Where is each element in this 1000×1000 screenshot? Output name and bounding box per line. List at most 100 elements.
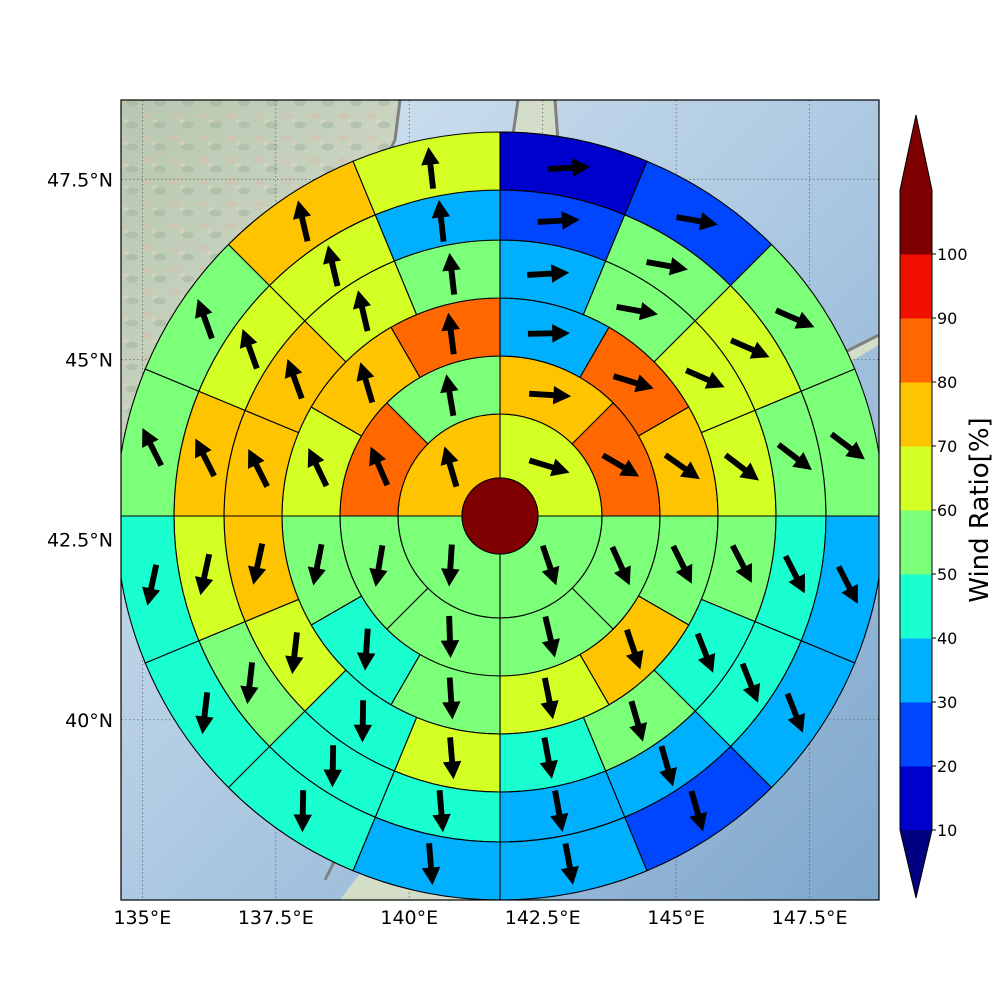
wind-arrow	[440, 374, 459, 417]
lon-tick-label: 137.5°E	[238, 907, 314, 929]
wind-arrow	[142, 428, 164, 467]
lon-tick-label: 140°E	[380, 907, 438, 929]
wind-arrow	[685, 367, 725, 389]
wind-arrow	[442, 737, 462, 780]
wind-arrow	[353, 700, 372, 743]
colorbar-tick-label: 30	[937, 693, 957, 712]
wind-arrow	[829, 431, 865, 460]
wind-arrow	[739, 662, 761, 703]
colorbar-tick-label: 70	[937, 437, 957, 456]
wind-arrow	[663, 452, 700, 480]
wind-arrow	[694, 632, 716, 673]
wind-arrow	[369, 544, 388, 587]
wind-arrow	[836, 565, 858, 604]
wind-arrow	[628, 700, 647, 742]
wind-arrow	[431, 199, 451, 242]
colorbar-band	[900, 446, 932, 511]
colorbar-tick-label: 60	[937, 501, 957, 520]
colorbar-label: Wind Ratio[%]	[965, 417, 995, 602]
wind-arrow	[195, 299, 215, 340]
colorbar-band	[900, 702, 932, 767]
colorbar-tick-label: 100	[937, 245, 968, 264]
wind-arrow	[601, 452, 640, 477]
wind-ratio-sector	[352, 131, 501, 216]
wind-arrow	[421, 147, 440, 189]
wind-direction-arrows	[142, 147, 865, 886]
wind-arrow	[441, 544, 460, 587]
wind-arrow	[646, 257, 688, 276]
wind-arrow	[527, 324, 570, 343]
wind-arrow	[442, 677, 461, 720]
wind-arrow	[537, 211, 580, 230]
colorbar-tick-label: 50	[937, 565, 957, 584]
wind-arrow	[195, 553, 214, 596]
latitude-tick-labels: 40°N 42.5°N 45°N 47.5°N	[47, 169, 113, 732]
lon-tick-label: 147.5°E	[772, 907, 848, 929]
wind-arrow	[307, 543, 326, 586]
wind-arrow	[616, 302, 658, 321]
colorbar-tick-label: 90	[937, 309, 957, 328]
wind-arrow	[676, 212, 718, 231]
map-axes: 135°E 137.5°E 140°E 142.5°E 145°E 147.5°E 40°…	[47, 99, 880, 929]
lat-tick-label: 42.5°N	[47, 530, 113, 552]
wind-arrow	[195, 438, 217, 478]
wind-ratio-rings	[121, 131, 879, 900]
lon-tick-label: 145°E	[647, 907, 705, 929]
wind-arrow	[540, 544, 560, 586]
wind-arrow	[550, 790, 569, 832]
wind-arrow	[432, 790, 451, 833]
wind-arrow	[369, 446, 390, 487]
colorbar-band	[900, 254, 932, 319]
wind-arrow	[783, 554, 805, 594]
colorbar-band	[900, 510, 932, 575]
wind-arrow	[658, 745, 677, 787]
wind-arrow	[142, 564, 161, 606]
lon-tick-label: 142.5°E	[505, 907, 581, 929]
colorbar-band	[900, 574, 932, 639]
wind-arrow	[195, 692, 214, 735]
wind-arrow	[239, 329, 260, 370]
longitude-tick-labels: 135°E 137.5°E 140°E 142.5°E 145°E 147.5°E	[113, 907, 847, 929]
wind-arrow	[421, 843, 441, 886]
wind-arrow	[440, 446, 460, 488]
wind-arrow	[528, 457, 570, 477]
wind-arrow	[624, 628, 644, 670]
wind-arrow	[774, 307, 815, 329]
wind-arrow	[248, 449, 270, 488]
colorbar: 10 20 30 40 50 60 70 80 90 100 Wind Ratio[%]	[899, 114, 995, 899]
wind-arrow	[529, 386, 572, 405]
colorbar-tick-labels: 10 20 30 40 50 60 70 80 90 100	[932, 245, 968, 840]
lat-tick-label: 45°N	[65, 349, 113, 371]
lon-tick-label: 135°E	[113, 907, 171, 929]
colorbar-band	[900, 318, 932, 383]
colorbar-band	[900, 766, 932, 831]
wind-arrow	[539, 737, 558, 779]
wind-arrow	[540, 677, 559, 720]
wind-arrow	[612, 373, 654, 393]
wind-arrow	[730, 544, 752, 583]
wind-arrow	[723, 452, 759, 481]
wind-arrow	[240, 662, 259, 705]
wind-arrow	[248, 543, 267, 585]
wind-arrow	[323, 245, 341, 287]
wind-arrow	[356, 628, 376, 671]
wind-arrow	[670, 544, 693, 584]
wind-arrow	[776, 442, 812, 470]
wind-arrow	[323, 745, 342, 788]
colorbar-band	[900, 382, 932, 447]
colorbar-band	[900, 638, 932, 703]
wind-arrow	[307, 448, 330, 488]
lat-tick-label: 40°N	[65, 710, 113, 732]
wind-arrow	[688, 790, 707, 832]
wind-arrow	[560, 843, 579, 885]
map-frame	[120, 99, 880, 901]
wind-arrow	[541, 615, 560, 658]
colorbar-band	[900, 190, 932, 255]
wind-arrow	[548, 158, 591, 177]
wind-arrow	[353, 290, 371, 332]
colorbar-over-arrow	[900, 115, 932, 190]
wind-arrow	[527, 264, 570, 283]
wind-arrow	[440, 615, 460, 658]
wind-arrow	[285, 632, 304, 675]
